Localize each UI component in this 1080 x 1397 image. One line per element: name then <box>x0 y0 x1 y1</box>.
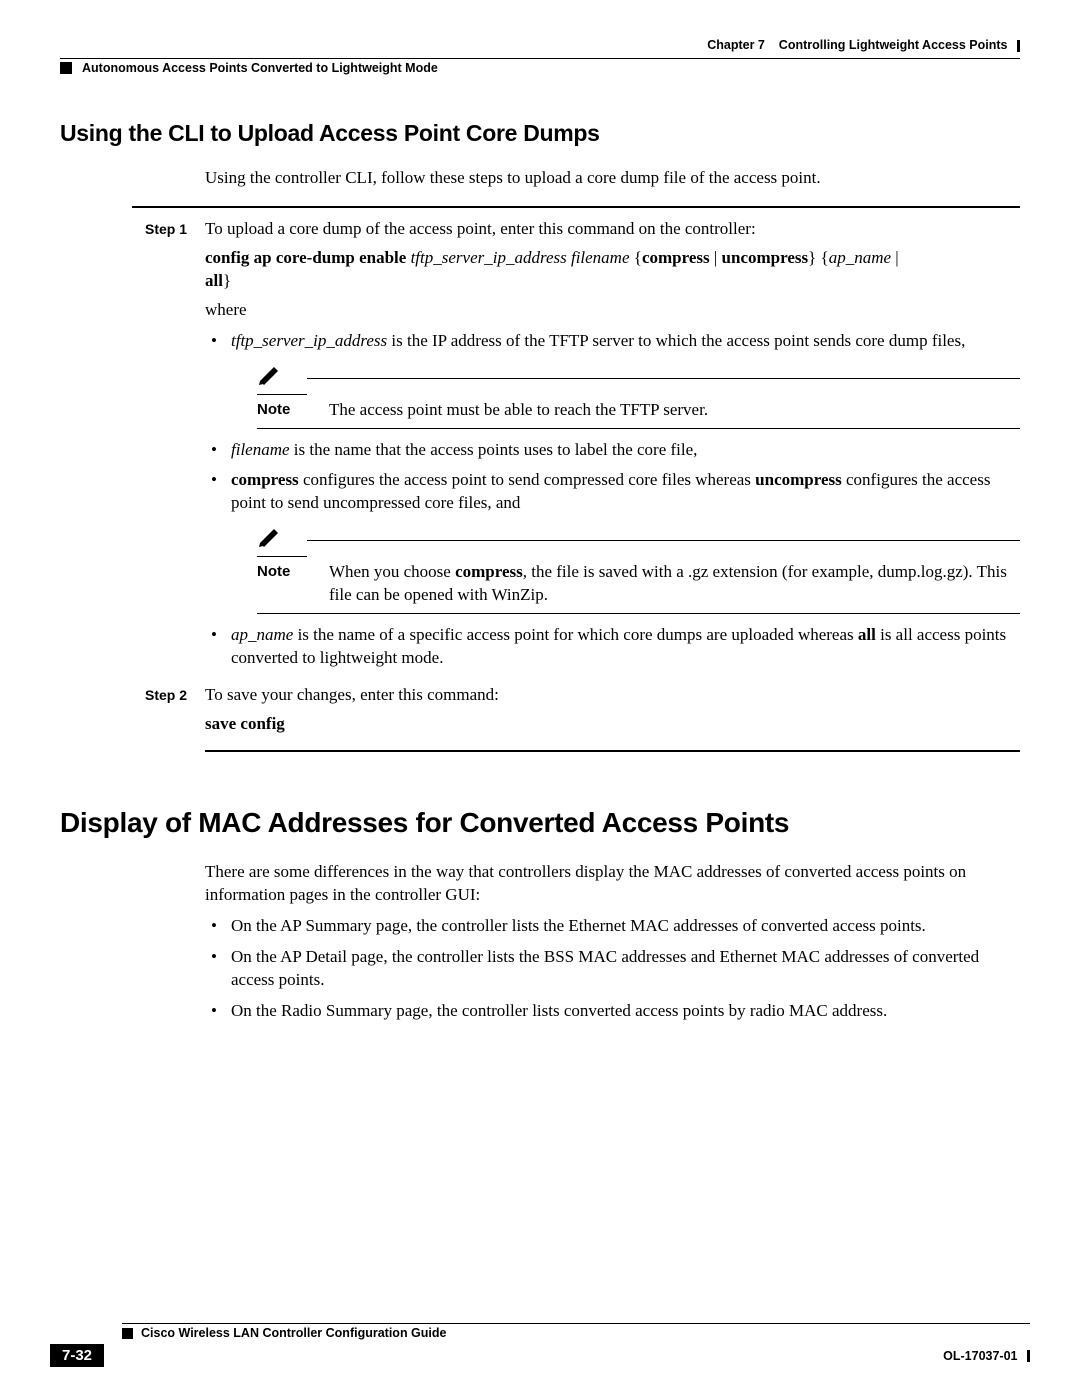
bullet-filename-term: filename <box>231 440 290 459</box>
footer-end-bar <box>1027 1350 1030 1362</box>
step-2-label: Step 2 <box>60 684 205 705</box>
mac-bullet-1: On the AP Summary page, the controller l… <box>205 915 1020 938</box>
cmd-bold-2: compress <box>642 248 710 267</box>
document-id-text: OL-17037-01 <box>943 1349 1017 1363</box>
step-rule-bottom <box>205 750 1020 752</box>
header-square-icon <box>60 62 72 74</box>
cmd-pipe-1: | <box>710 248 722 267</box>
page-footer: Cisco Wireless LAN Controller Configurat… <box>50 1323 1030 1367</box>
mac-bullet-3: On the Radio Summary page, the controlle… <box>205 1000 1020 1023</box>
intro-paragraph: Using the controller CLI, follow these s… <box>205 167 1020 190</box>
bullet-uncompress-term: uncompress <box>755 470 842 489</box>
chapter-title: Controlling Lightweight Access Points <box>779 38 1008 52</box>
step-2: Step 2 To save your changes, enter this … <box>60 684 1020 736</box>
chapter-heading: Chapter 7 Controlling Lightweight Access… <box>60 38 1020 52</box>
note-pencil-icon <box>257 363 307 395</box>
step-1: Step 1 To upload a core dump of the acce… <box>60 218 1020 678</box>
bullet-filename-text: is the name that the access points uses … <box>290 440 698 459</box>
step-1-label: Step 1 <box>60 218 205 239</box>
page-number-badge: 7-32 <box>50 1344 104 1367</box>
cmd-bold-1: config ap core-dump enable <box>205 248 406 267</box>
step-2-command: save config <box>205 713 1020 736</box>
note-label: Note <box>257 561 329 582</box>
header-end-bar <box>1017 40 1020 52</box>
cmd-bold-4: all <box>205 271 223 290</box>
footer-square-icon <box>122 1328 133 1339</box>
bullet-compress: compress configures the access point to … <box>205 469 1020 614</box>
note-text: When you choose compress, the file is sa… <box>329 561 1020 607</box>
chapter-label: Chapter 7 <box>707 38 765 52</box>
cmd-italic-2: ap_name <box>829 248 891 267</box>
bullet-compress-text1: configures the access point to send comp… <box>299 470 755 489</box>
bullet-compress-term: compress <box>231 470 299 489</box>
cmd-pipe-2: | <box>891 248 899 267</box>
bullet-apname-term: ap_name <box>231 625 293 644</box>
mac-bullet-2: On the AP Detail page, the controller li… <box>205 946 1020 992</box>
step-rule-top <box>132 206 1020 208</box>
section-heading-h2: Using the CLI to Upload Access Point Cor… <box>60 120 1020 147</box>
step-1-command: config ap core-dump enable tftp_server_i… <box>205 247 1020 293</box>
page-header: Chapter 7 Controlling Lightweight Access… <box>0 38 1080 75</box>
note2-bold: compress <box>455 562 523 581</box>
step-1-bullets: tftp_server_ip_address is the IP address… <box>205 330 1020 670</box>
bullet-tftp: tftp_server_ip_address is the IP address… <box>205 330 1020 429</box>
cmd-bold-3: uncompress <box>722 248 809 267</box>
note-tftp: Note The access point must be able to re… <box>257 363 1020 429</box>
cmd-brace-2: } <box>223 271 231 290</box>
bullet-all-term: all <box>858 625 876 644</box>
note-label: Note <box>257 399 329 420</box>
note2-pre: When you choose <box>329 562 455 581</box>
cmd-brace-1: } { <box>808 248 829 267</box>
step-1-lead: To upload a core dump of the access poin… <box>205 218 1020 241</box>
cmd-italic-1: tftp_server_ip_address filename <box>411 248 630 267</box>
page-content: Using the CLI to Upload Access Point Cor… <box>60 120 1020 1031</box>
bullet-tftp-term: tftp_server_ip_address <box>231 331 387 350</box>
document-id: OL-17037-01 <box>943 1349 1030 1363</box>
note-pencil-icon <box>257 525 307 557</box>
section-heading-h1: Display of MAC Addresses for Converted A… <box>60 807 1020 839</box>
note-text: The access point must be able to reach t… <box>329 399 1020 422</box>
bullet-apname: ap_name is the name of a specific access… <box>205 624 1020 670</box>
mac-intro: There are some differences in the way th… <box>205 861 1020 907</box>
step-2-lead: To save your changes, enter this command… <box>205 684 1020 707</box>
bullet-apname-text1: is the name of a specific access point f… <box>293 625 858 644</box>
footer-guide-title: Cisco Wireless LAN Controller Configurat… <box>141 1326 446 1340</box>
note-compress: Note When you choose compress, the file … <box>257 525 1020 614</box>
bullet-tftp-text: is the IP address of the TFTP server to … <box>387 331 965 350</box>
section-path: Autonomous Access Points Converted to Li… <box>82 61 438 75</box>
mac-bullets: On the AP Summary page, the controller l… <box>205 915 1020 1023</box>
bullet-filename: filename is the name that the access poi… <box>205 439 1020 462</box>
step-1-where: where <box>205 299 1020 322</box>
